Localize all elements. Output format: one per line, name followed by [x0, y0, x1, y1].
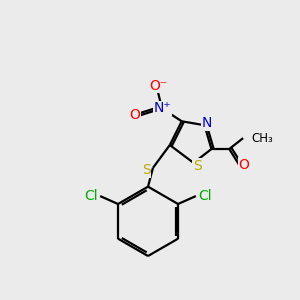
Text: S: S	[193, 159, 202, 173]
Text: Cl: Cl	[198, 189, 211, 203]
Text: S: S	[142, 163, 150, 177]
Text: O: O	[239, 158, 250, 172]
Text: O: O	[130, 108, 141, 122]
Text: N⁺: N⁺	[154, 101, 172, 116]
Text: Cl: Cl	[84, 189, 98, 203]
Text: O⁻: O⁻	[149, 79, 167, 93]
Text: CH₃: CH₃	[251, 132, 273, 145]
Text: N: N	[201, 116, 212, 130]
